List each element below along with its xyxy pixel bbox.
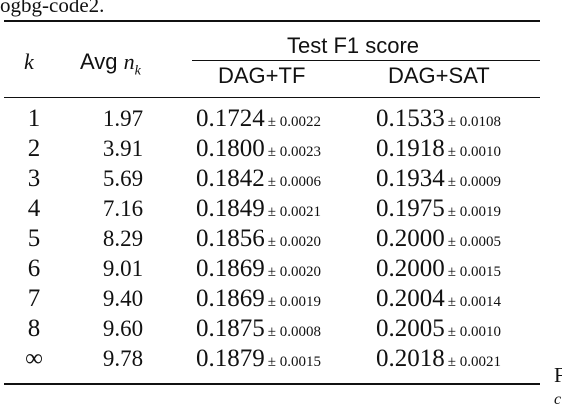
dag-tf-std: ± 0.0023 — [267, 144, 321, 160]
dag-sat-std: ± 0.0010 — [447, 144, 501, 160]
test-f1-group-header: Test F1 score — [287, 33, 420, 58]
dag-sat-value: 0.1934 — [376, 165, 445, 192]
dag-sat-std: ± 0.0014 — [447, 294, 501, 310]
dag-sat-cell: 0.1533 ± 0.0108 — [376, 104, 501, 137]
dag-sat-cell: 0.2004 ± 0.0014 — [376, 284, 501, 317]
dag-tf-cell: 0.1869 ± 0.0020 — [196, 254, 321, 287]
avg-nk-cell: 7.16 — [102, 196, 144, 221]
table-body: 1 1.97 0.1724 ± 0.0022 0.1533 ± 0.0108 2 3.91 0.… — [0, 104, 562, 374]
dag-sat-value: 0.1918 — [376, 135, 445, 162]
dag-sat-cell: 0.2000 ± 0.0005 — [376, 224, 501, 257]
table-row: 1 1.97 0.1724 ± 0.0022 0.1533 ± 0.0108 — [0, 104, 562, 134]
dag-tf-std: ± 0.0020 — [267, 234, 321, 250]
side-text-fragment: F — [554, 363, 562, 387]
dag-sat-std: ± 0.0015 — [447, 264, 501, 280]
table-row: 6 9.01 0.1869 ± 0.0020 0.2000 ± 0.0015 — [0, 254, 562, 284]
dag-sat-cell: 0.1918 ± 0.0010 — [376, 134, 501, 167]
dag-sat-cell: 0.2018 ± 0.0021 — [376, 344, 501, 377]
dag-tf-cell: 0.1800 ± 0.0023 — [196, 134, 321, 167]
dag-tf-std: ± 0.0021 — [267, 204, 321, 220]
dag-sat-std: ± 0.0021 — [447, 354, 501, 370]
dag-tf-cell: 0.1856 ± 0.0020 — [196, 224, 321, 257]
k-cell: 7 — [27, 285, 41, 312]
table-row: 4 7.16 0.1849 ± 0.0021 0.1975 ± 0.0019 — [0, 194, 562, 224]
dag-tf-value: 0.1724 — [196, 105, 265, 132]
dag-sat-std: ± 0.0009 — [447, 174, 501, 190]
k-column-header: k — [24, 49, 34, 74]
dag-tf-column-header: DAG+TF — [218, 63, 306, 88]
dag-tf-cell: 0.1869 ± 0.0019 — [196, 284, 321, 317]
dag-sat-std: ± 0.0010 — [447, 324, 501, 340]
dag-tf-value: 0.1869 — [196, 255, 265, 282]
dag-tf-value: 0.1875 — [196, 315, 265, 342]
dag-sat-value: 0.1533 — [376, 105, 445, 132]
avg-nk-cell: 9.01 — [102, 256, 144, 281]
avg-nk-cell: 9.60 — [102, 316, 144, 341]
k-cell: 2 — [27, 135, 41, 162]
dag-tf-std: ± 0.0022 — [267, 114, 321, 130]
dag-sat-std: ± 0.0005 — [447, 234, 501, 250]
dag-tf-std: ± 0.0006 — [267, 174, 321, 190]
table-row: 5 8.29 0.1856 ± 0.0020 0.2000 ± 0.0005 — [0, 224, 562, 254]
avg-nk-cell: 9.78 — [102, 346, 144, 371]
dag-tf-cell: 0.1879 ± 0.0015 — [196, 344, 321, 377]
avg-nk-cell: 8.29 — [102, 226, 144, 251]
dag-sat-value: 0.2005 — [376, 315, 445, 342]
dag-sat-value: 0.2018 — [376, 345, 445, 372]
group-underline — [192, 60, 540, 61]
table-row: 7 9.40 0.1869 ± 0.0019 0.2004 ± 0.0014 — [0, 284, 562, 314]
dag-tf-std: ± 0.0019 — [267, 294, 321, 310]
table-caption-fragment: ogbg-code2. — [0, 0, 105, 17]
dag-tf-cell: 0.1842 ± 0.0006 — [196, 164, 321, 197]
bottom-rule — [4, 383, 540, 385]
table-row: 8 9.60 0.1875 ± 0.0008 0.2005 ± 0.0010 — [0, 314, 562, 344]
k-cell: 4 — [27, 195, 41, 222]
avg-nk-cell: 5.69 — [102, 166, 144, 191]
dag-sat-column-header: DAG+SAT — [388, 63, 490, 88]
dag-tf-value: 0.1800 — [196, 135, 265, 162]
avg-label: Avg — [80, 49, 124, 74]
avg-nk-cell: 1.97 — [102, 106, 144, 131]
dag-tf-cell: 0.1724 ± 0.0022 — [196, 104, 321, 137]
dag-sat-value: 0.1975 — [376, 195, 445, 222]
k-cell: 1 — [27, 105, 41, 132]
top-rule — [4, 20, 540, 22]
k-cell: 3 — [27, 165, 41, 192]
k-cell: ∞ — [25, 345, 43, 372]
k-cell: 5 — [27, 225, 41, 252]
dag-tf-std: ± 0.0015 — [267, 354, 321, 370]
dag-sat-value: 0.2004 — [376, 285, 445, 312]
avg-column-header: Avg nk — [80, 50, 141, 83]
dag-tf-value: 0.1849 — [196, 195, 265, 222]
avg-variable: n — [123, 49, 135, 74]
dag-tf-cell: 0.1875 ± 0.0008 — [196, 314, 321, 347]
avg-subscript: k — [134, 63, 141, 79]
avg-nk-cell: 9.40 — [102, 286, 144, 311]
dag-tf-std: ± 0.0020 — [267, 264, 321, 280]
dag-tf-value: 0.1842 — [196, 165, 265, 192]
dag-tf-cell: 0.1849 ± 0.0021 — [196, 194, 321, 227]
dag-sat-cell: 0.2005 ± 0.0010 — [376, 314, 501, 347]
dag-sat-cell: 0.1975 ± 0.0019 — [376, 194, 501, 227]
dag-tf-std: ± 0.0008 — [267, 324, 321, 340]
avg-nk-cell: 3.91 — [102, 136, 144, 161]
header-rule — [4, 97, 540, 98]
dag-tf-value: 0.1856 — [196, 225, 265, 252]
dag-sat-value: 0.2000 — [376, 225, 445, 252]
dag-sat-cell: 0.2000 ± 0.0015 — [376, 254, 501, 287]
dag-tf-value: 0.1879 — [196, 345, 265, 372]
dag-sat-std: ± 0.0019 — [447, 204, 501, 220]
table-row: 3 5.69 0.1842 ± 0.0006 0.1934 ± 0.0009 — [0, 164, 562, 194]
k-cell: 6 — [27, 255, 41, 282]
dag-tf-value: 0.1869 — [196, 285, 265, 312]
dag-sat-std: ± 0.0108 — [447, 114, 501, 130]
dag-sat-cell: 0.1934 ± 0.0009 — [376, 164, 501, 197]
table-row: 2 3.91 0.1800 ± 0.0023 0.1918 ± 0.0010 — [0, 134, 562, 164]
k-cell: 8 — [27, 315, 41, 342]
table-row: ∞ 9.78 0.1879 ± 0.0015 0.2018 ± 0.0021 — [0, 344, 562, 374]
dag-sat-value: 0.2000 — [376, 255, 445, 282]
side-text-fragment-2: c — [554, 391, 562, 408]
